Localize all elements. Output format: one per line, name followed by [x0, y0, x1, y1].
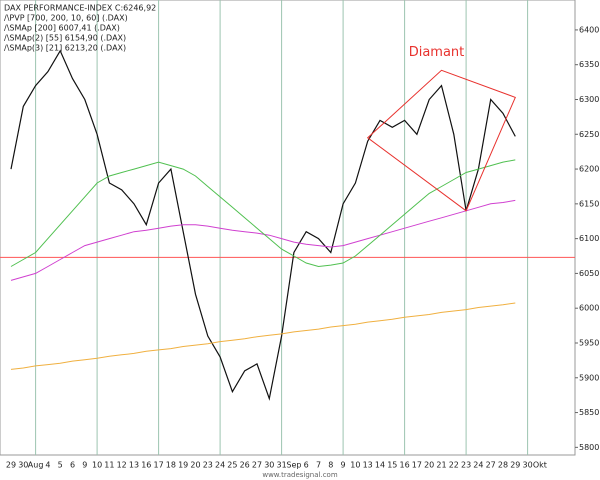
x-tick-label: 9 — [341, 461, 346, 470]
x-tick-label: 6 — [304, 461, 309, 470]
x-tick-label: 25 — [227, 461, 237, 470]
x-tick-label: 30 — [264, 461, 274, 470]
x-tick-label: 23 — [203, 461, 213, 470]
series-line — [10, 302, 516, 370]
x-tick-label: 29 — [510, 461, 520, 470]
y-tick-label: 6150 — [579, 199, 599, 208]
x-tick-label: 13 — [363, 461, 373, 470]
x-tick-label: 17 — [154, 461, 164, 470]
x-tick-label: 12 — [117, 461, 127, 470]
x-tick-label: 27 — [486, 461, 496, 470]
x-tick-label: 17 — [412, 461, 422, 470]
x-tick-label: 24 — [473, 461, 483, 470]
legend-entry: /\PVP [700, 200, 10, 60] (.DAX) — [4, 14, 128, 23]
x-tick-label: 16 — [400, 461, 410, 470]
x-tick-label: 30 — [18, 461, 28, 470]
y-tick-label: 6250 — [579, 130, 599, 139]
y-tick-label: 6350 — [579, 60, 599, 69]
x-tick-label: 18 — [166, 461, 176, 470]
y-tick-label: 6050 — [579, 269, 599, 278]
series-line — [10, 199, 516, 281]
x-tick-label: 29 — [6, 461, 16, 470]
y-tick-label: 6000 — [579, 304, 599, 313]
x-tick-label: 21 — [436, 461, 446, 470]
x-tick-label: 26 — [240, 461, 250, 470]
y-tick-label: 6200 — [579, 165, 599, 174]
x-tick-label: Aug — [28, 461, 44, 470]
x-tick-label: Okt — [533, 461, 547, 470]
x-tick-label: 14 — [375, 461, 385, 470]
series-line — [10, 49, 516, 401]
x-tick-label: 7 — [316, 461, 321, 470]
y-tick-label: 5800 — [579, 443, 599, 452]
x-tick-label: 9 — [82, 461, 87, 470]
x-tick-label: 31 — [277, 461, 287, 470]
x-tick-label: 19 — [178, 461, 188, 470]
series-line — [10, 159, 516, 268]
x-tick-label: 20 — [190, 461, 200, 470]
x-tick-label: 6 — [70, 461, 75, 470]
x-tick-label: 10 — [92, 461, 102, 470]
x-tick-label: 4 — [45, 461, 50, 470]
legend-entry: /\SMAp [200] 6007,41 (.DAX) — [4, 24, 120, 33]
y-tick-label: 5900 — [579, 373, 599, 382]
x-tick-label: 11 — [104, 461, 114, 470]
watermark: www.tradesignal.com — [262, 471, 337, 479]
x-tick-label: 22 — [449, 461, 459, 470]
x-tick-label: 24 — [215, 461, 225, 470]
x-tick-label: 23 — [461, 461, 471, 470]
y-tick-label: 5850 — [579, 408, 599, 417]
x-tick-label: 16 — [141, 461, 151, 470]
x-tick-label: 20 — [424, 461, 434, 470]
x-tick-label: 30 — [523, 461, 533, 470]
plot-area — [0, 0, 576, 456]
x-tick-label: 13 — [129, 461, 139, 470]
y-tick-label: 6300 — [579, 95, 599, 104]
x-tick-label: 28 — [498, 461, 508, 470]
x-tick-label: 10 — [350, 461, 360, 470]
x-tick-label: 5 — [58, 461, 63, 470]
legend-entry: DAX PERFORMANCE-INDEX C:6246,92 — [4, 4, 156, 13]
legend-entry: /\SMAp(2) [55] 6154,90 (.DAX) — [4, 34, 126, 43]
x-tick-label: Sep — [286, 461, 301, 470]
y-tick-label: 5950 — [579, 338, 599, 347]
legend-entry: /\SMAp(3) [21] 6213,20 (.DAX) — [4, 44, 126, 53]
y-tick-label: 6100 — [579, 234, 599, 243]
x-tick-label: 15 — [387, 461, 397, 470]
x-tick-label: 8 — [328, 461, 333, 470]
diamond-pattern — [366, 69, 516, 212]
y-tick-label: 6400 — [579, 25, 599, 34]
x-tick-label: 27 — [252, 461, 262, 470]
annotation: Diamant — [409, 45, 465, 60]
